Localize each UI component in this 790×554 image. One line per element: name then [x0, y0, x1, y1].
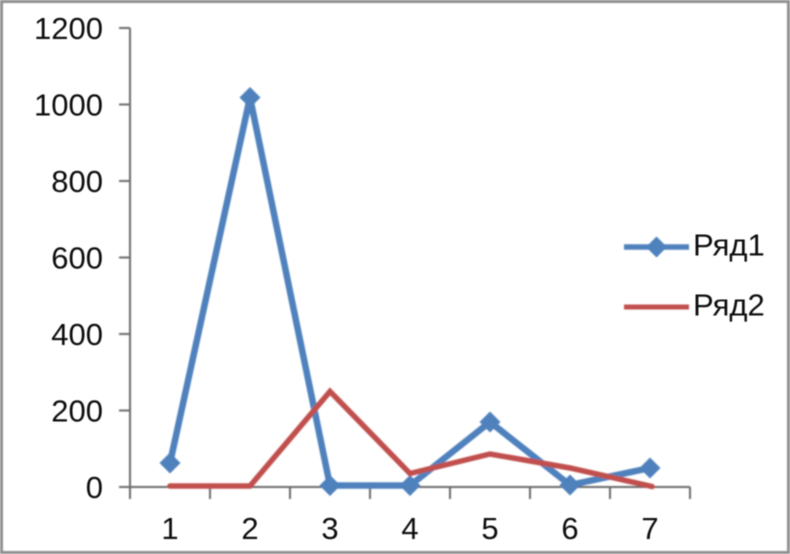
svg-text:0: 0 — [86, 470, 103, 505]
svg-text:600: 600 — [51, 241, 103, 276]
svg-text:200: 200 — [51, 394, 103, 429]
svg-text:Ряд2: Ряд2 — [693, 288, 765, 323]
svg-text:800: 800 — [51, 164, 103, 199]
svg-text:Ряд1: Ряд1 — [693, 228, 765, 263]
svg-text:1000: 1000 — [34, 88, 103, 123]
svg-text:5: 5 — [481, 511, 498, 546]
svg-text:7: 7 — [641, 511, 658, 546]
svg-text:3: 3 — [321, 511, 338, 546]
svg-text:400: 400 — [51, 317, 103, 352]
svg-text:6: 6 — [561, 511, 578, 546]
svg-text:1200: 1200 — [34, 11, 103, 46]
svg-text:4: 4 — [401, 511, 418, 546]
svg-text:1: 1 — [161, 511, 178, 546]
svg-text:2: 2 — [241, 511, 258, 546]
